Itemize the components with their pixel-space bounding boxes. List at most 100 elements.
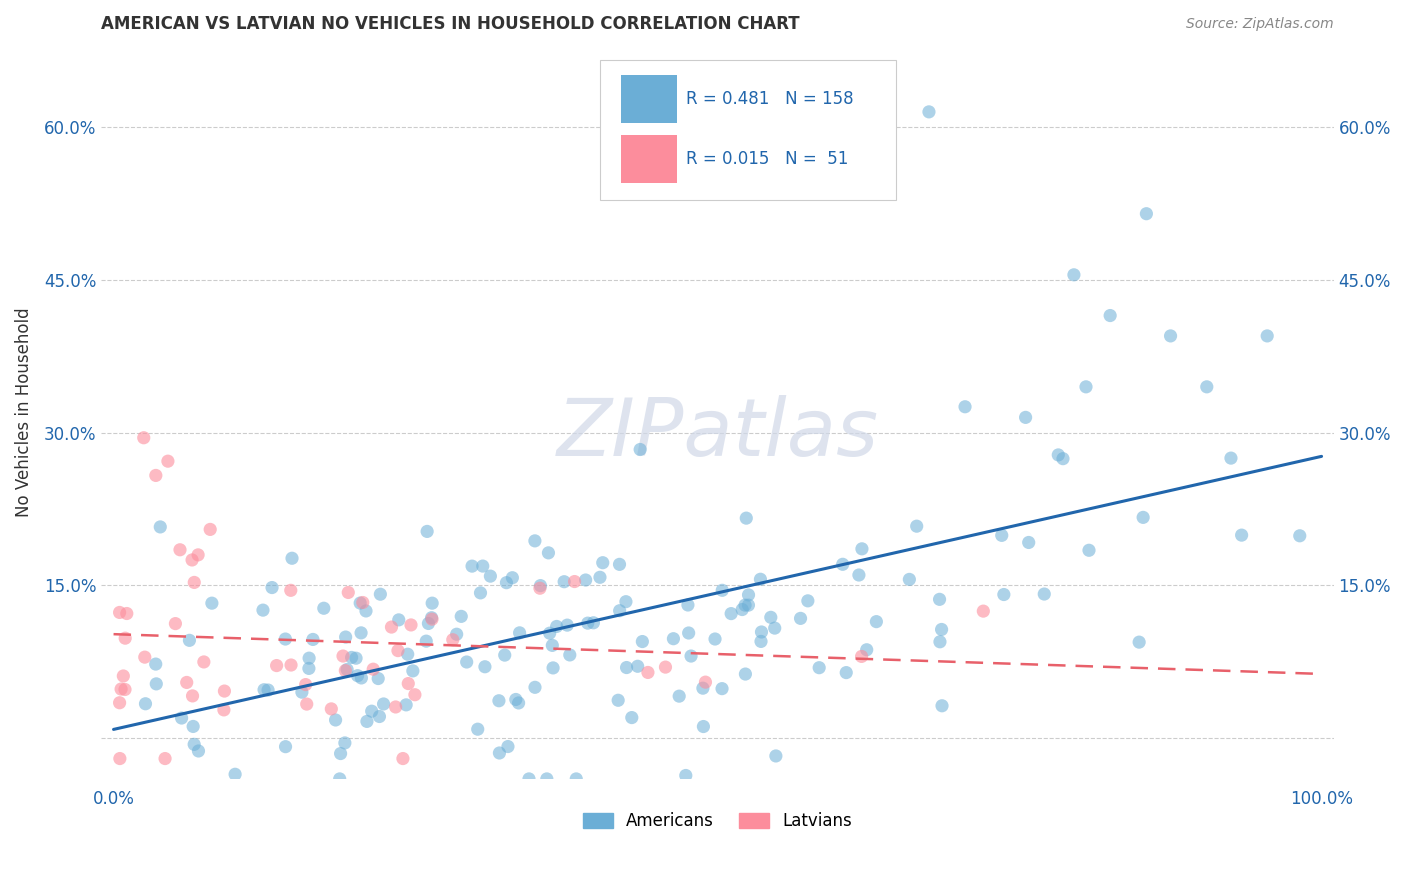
Americans	[555, 618, 578, 632]
Americans	[541, 661, 564, 675]
Americans	[145, 677, 167, 691]
Americans	[501, 571, 523, 585]
Americans	[494, 648, 516, 662]
Americans	[1033, 587, 1056, 601]
Americans	[252, 603, 274, 617]
Americans	[1099, 309, 1122, 323]
Latvians	[420, 612, 443, 626]
Americans	[628, 442, 651, 457]
Latvians	[176, 675, 198, 690]
Latvians	[404, 688, 426, 702]
Latvians	[198, 523, 221, 537]
Americans	[589, 570, 612, 584]
Americans	[396, 647, 419, 661]
Americans	[931, 623, 953, 637]
Americans	[898, 573, 921, 587]
Americans	[257, 683, 280, 698]
Americans	[350, 625, 373, 640]
Americans	[420, 611, 443, 625]
Americans	[340, 650, 363, 665]
Americans	[373, 697, 395, 711]
Americans	[751, 625, 773, 640]
Americans	[865, 615, 887, 629]
Latvians	[114, 682, 136, 697]
Latvians	[380, 620, 402, 634]
Americans	[333, 736, 356, 750]
Americans	[620, 710, 643, 724]
Americans	[711, 681, 734, 696]
Americans	[692, 681, 714, 696]
Latvians	[654, 660, 676, 674]
Americans	[354, 604, 377, 618]
Latvians	[851, 649, 873, 664]
Americans	[298, 661, 321, 675]
Americans	[508, 696, 530, 710]
Americans	[1220, 451, 1243, 466]
Americans	[471, 559, 494, 574]
Americans	[789, 611, 811, 625]
Americans	[607, 693, 630, 707]
Americans	[281, 551, 304, 566]
Latvians	[132, 431, 155, 445]
Americans	[291, 685, 314, 699]
Americans	[759, 610, 782, 624]
Americans	[928, 592, 950, 607]
Americans	[368, 709, 391, 723]
Latvians	[695, 675, 717, 690]
Americans	[678, 626, 700, 640]
Latvians	[332, 648, 354, 663]
Americans	[1256, 329, 1278, 343]
Americans	[523, 533, 546, 548]
Latvians	[637, 665, 659, 680]
Americans	[461, 559, 484, 574]
Americans	[395, 698, 418, 712]
Latvians	[108, 696, 131, 710]
Americans	[415, 634, 437, 648]
Text: R = 0.015   N =  51: R = 0.015 N = 51	[686, 150, 848, 168]
Americans	[1063, 268, 1085, 282]
Americans	[831, 558, 853, 572]
Americans	[474, 659, 496, 673]
Americans	[675, 768, 697, 782]
Latvians	[564, 574, 586, 589]
Americans	[467, 722, 489, 736]
Americans	[274, 739, 297, 754]
Americans	[676, 598, 699, 612]
Americans	[388, 613, 411, 627]
Legend: Americans, Latvians: Americans, Latvians	[576, 805, 859, 837]
Text: ZIPatlas: ZIPatlas	[557, 395, 879, 474]
Americans	[312, 601, 335, 615]
Latvians	[335, 664, 357, 678]
Latvians	[399, 618, 422, 632]
Latvians	[193, 655, 215, 669]
Latvians	[183, 575, 205, 590]
Latvians	[214, 684, 236, 698]
Americans	[851, 541, 873, 556]
Americans	[737, 588, 759, 602]
Americans	[953, 400, 976, 414]
Americans	[1132, 510, 1154, 524]
Americans	[681, 648, 703, 663]
Americans	[855, 642, 877, 657]
Americans	[420, 596, 443, 610]
Americans	[929, 634, 952, 648]
Americans	[488, 746, 510, 760]
Americans	[346, 668, 368, 682]
Americans	[370, 587, 392, 601]
Americans	[990, 528, 1012, 542]
Americans	[1128, 635, 1150, 649]
Latvians	[295, 697, 318, 711]
Americans	[446, 627, 468, 641]
Americans	[1052, 451, 1074, 466]
Latvians	[352, 595, 374, 609]
Americans	[576, 616, 599, 631]
Americans	[488, 694, 510, 708]
Latvians	[181, 553, 204, 567]
Americans	[356, 714, 378, 729]
Americans	[302, 632, 325, 647]
Americans	[360, 704, 382, 718]
Americans	[260, 581, 283, 595]
Americans	[253, 682, 276, 697]
Latvians	[294, 677, 316, 691]
Latvians	[156, 454, 179, 468]
